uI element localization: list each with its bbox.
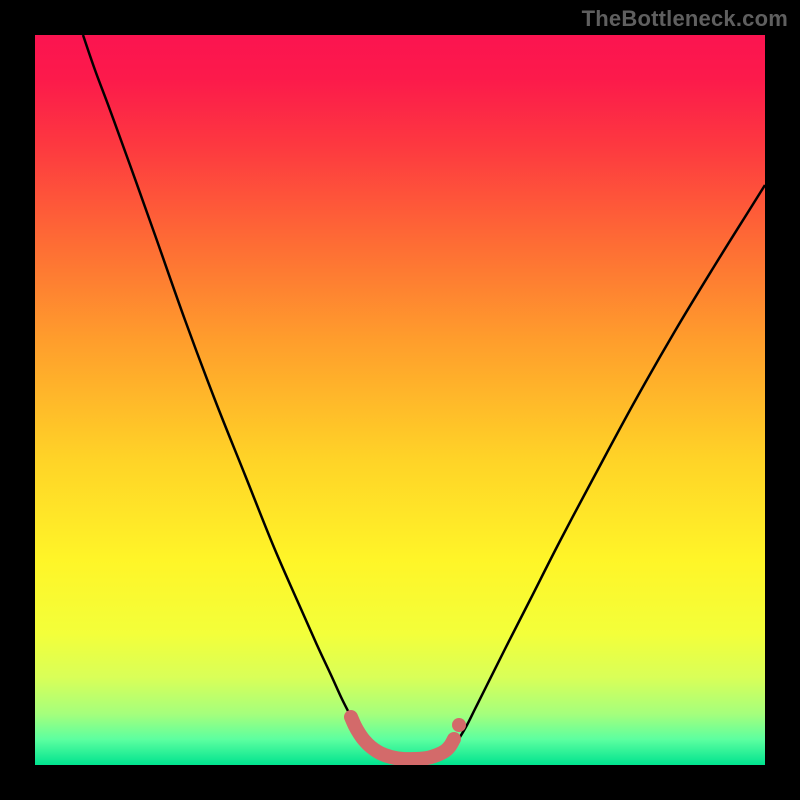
chart-background [35,35,765,765]
chart-frame: TheBottleneck.com [0,0,800,800]
sweet-spot-end-dot [452,718,466,732]
bottleneck-chart [0,0,800,800]
